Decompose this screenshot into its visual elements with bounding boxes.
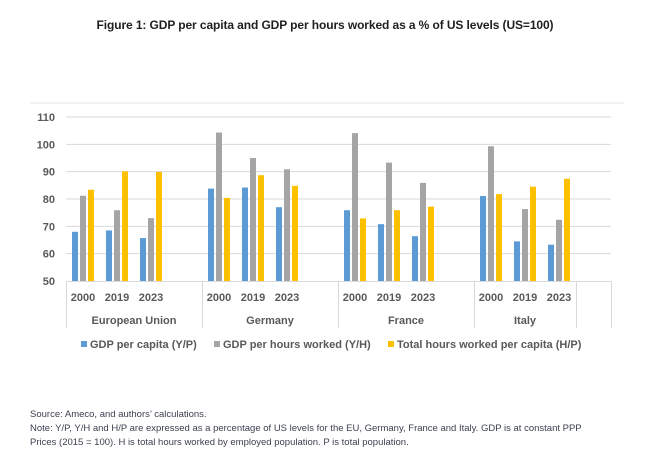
footer: Source: Ameco, and authors’ calculations… [30,408,640,450]
bar-italy-2000-series-1 [480,195,486,281]
x-group-label: European Union [92,315,177,327]
bar-france-2019-series-2 [386,162,392,281]
x-year-label: 2023 [547,292,571,304]
y-tick-label: 50 [43,276,55,288]
x-year-label: 2019 [105,292,129,304]
bar-france-2000-series-1 [344,210,350,281]
x-group-label: Germany [246,315,295,327]
bar-italy-2023-series-1 [548,244,554,281]
bar-european-union-2023-series-1 [140,238,146,281]
y-tick-label: 100 [37,139,55,151]
x-year-label: 2019 [513,292,537,304]
bar-european-union-2023-series-3 [156,171,162,281]
x-year-label: 2023 [139,292,163,304]
note-text-line2: Prices (2015 = 100). H is total hours wo… [30,437,409,448]
bar-france-2023-series-1 [412,236,418,281]
bar-european-union-2019-series-3 [122,171,128,281]
legend-label: GDP per hours worked (Y/H) [223,339,371,351]
bar-european-union-2019-series-1 [106,230,112,281]
bar-italy-2019-series-2 [522,209,528,281]
chart-title: Figure 1: GDP per capita and GDP per hou… [96,18,554,32]
bar-france-2019-series-1 [378,224,384,281]
x-year-label: 2000 [71,292,95,304]
y-tick-label: 80 [43,194,55,206]
bar-germany-2000-series-2 [216,132,222,281]
bar-italy-2019-series-3 [530,186,536,281]
bar-italy-2023-series-2 [556,219,562,281]
x-year-label: 2023 [411,292,435,304]
bar-germany-2023-series-1 [276,207,282,281]
bar-france-2023-series-2 [420,182,426,281]
x-year-label: 2023 [275,292,299,304]
bar-european-union-2023-series-2 [148,218,154,281]
bar-germany-2019-series-2 [250,158,256,281]
y-tick-label: 70 [43,221,55,233]
bar-european-union-2000-series-1 [72,231,78,281]
bar-germany-2000-series-1 [208,188,214,281]
x-year-label: 2019 [241,292,265,304]
legend-marker [388,341,394,347]
y-axis-ticks: 50 60 70 80 90 100 110 [37,112,55,288]
legend-marker [81,341,87,347]
bar-european-union-2000-series-3 [88,189,94,281]
bar-france-2000-series-2 [352,133,358,281]
bar-germany-2019-series-3 [258,175,264,281]
legend-label: GDP per capita (Y/P) [90,339,197,351]
bar-germany-2023-series-3 [292,185,298,281]
bar-france-2023-series-3 [428,206,434,281]
bar-european-union-2000-series-2 [80,195,86,281]
y-tick-label: 110 [37,112,55,124]
y-tick-label: 90 [43,167,55,179]
y-tick-label: 60 [43,249,55,261]
bar-germany-2000-series-3 [224,197,230,281]
bar-germany-2019-series-1 [242,187,248,281]
bar-italy-2000-series-3 [496,194,502,281]
x-year-label: 2000 [343,292,367,304]
chart: 50 60 70 80 90 100 110 2000 2019 2023 European Un… [30,102,624,351]
bar-germany-2023-series-2 [284,169,290,281]
legend-marker [214,341,220,347]
bar-france-2000-series-3 [360,218,366,281]
x-year-label: 2000 [479,292,503,304]
gridlines [66,116,611,255]
x-group-label: France [388,315,424,327]
bar-france-2019-series-3 [394,210,400,281]
legend: GDP per capita (Y/P) GDP per hours worked… [81,339,582,351]
note-text-line1: Note: Y/P, Y/H and H/P are expressed as … [30,423,582,434]
legend-label: Total hours worked per capita (H/P) [397,339,582,351]
x-group-label: Italy [514,315,537,327]
x-year-label: 2000 [207,292,231,304]
bars [72,132,570,281]
bar-italy-2019-series-1 [514,241,520,281]
bar-european-union-2019-series-2 [114,210,120,281]
source-text: Source: Ameco, and authors’ calculations… [30,409,207,420]
bar-italy-2000-series-2 [488,146,494,281]
x-axis: 2000 2019 2023 European Union 2000 2019 2023 Ge… [66,281,612,328]
bar-italy-2023-series-3 [564,178,570,281]
x-year-label: 2019 [377,292,401,304]
